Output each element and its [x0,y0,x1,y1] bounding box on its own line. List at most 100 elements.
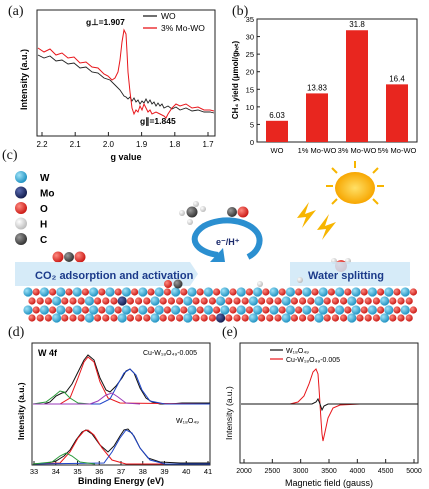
bar [266,120,288,142]
panel-d-title: W 4f [38,348,58,358]
legend-atom-label: W [40,173,50,184]
water-splitting-label: Water splitting [308,270,384,282]
panel-a-annot-gpar: g∥=1.845 [140,116,176,127]
bar-value-label: 13.83 [307,83,328,92]
panel-e-trace-w18o49 [241,397,418,412]
panel-b-ylabel: CH₄ yield (μmol/gₕₑₜ) [231,41,240,120]
panel-d-xtick-label: 35 [73,467,81,476]
panel-d-xtick-label: 34 [52,467,60,476]
panel-d-xtick-label: 33 [30,467,38,476]
panel-e-xtick-label: 2000 [236,468,252,475]
panel-e-ylabel: Intensity (a.u.) [224,386,234,440]
panel-d-xtick-label: 38 [139,467,147,476]
lightning-bolt-icon [297,202,316,228]
panel-b-ytick-label: 35 [246,15,254,24]
panel-e-xtick-label: 5000 [406,468,422,475]
process-arrow-banner [15,262,198,286]
bar [346,30,368,143]
panel-e-trace-cu-w18o49 [241,368,418,442]
xps-top-fit-red [33,356,211,405]
panel-b-ytick-label: 0 [250,138,254,147]
panel-label-c: (c) [2,148,18,163]
co2-adsorption-label: CO₂ adsorption and activation [35,270,194,282]
panel-a-ylabel: Intensity (a.u.) [19,49,29,110]
electron-proton-label: e⁻/H⁺ [216,237,240,247]
panel-b-ytick-label: 25 [246,50,254,59]
panel-b-ytick-label: 20 [246,68,254,77]
bar-category-label: WO [271,146,284,155]
electron-proton-cycle-arrow [191,217,263,262]
panel-a-legend-wo: WO [161,11,176,21]
panel-a-xtick-label: 2.0 [103,140,115,149]
bar-category-label: 1% Mo-WO [298,146,337,155]
xps-bottom-fit-green [32,452,96,465]
panel-label-d: (d) [8,325,25,340]
panel-a-trace-mo-wo [37,28,215,119]
panel-d-xtick-label: 39 [160,467,168,476]
bar [386,84,408,142]
panel-d-label-bottom: W₁₈O₄₉ [176,418,199,425]
legend-atom-label: H [40,220,47,231]
panel-e-xtick-label: 3500 [321,468,337,475]
panel-d-xlabel: Binding Energy (eV) [78,476,164,486]
panel-a-xtick-label: 2.2 [36,140,48,149]
panel-d-xtick-label: 40 [182,467,190,476]
legend-atom-c-icon [15,233,27,245]
panel-e-xtick-label: 2500 [265,468,281,475]
panel-b-ytick-label: 5 [250,120,254,129]
panel-b-ytick-label: 10 [246,103,254,112]
lightning-bolt-icon [317,214,336,240]
panel-a-xtick-label: 1.8 [169,140,181,149]
panel-b-ytick-label: 30 [246,33,254,42]
xps-top-fit-blue [33,368,210,405]
panel-label-b: (b) [232,4,249,19]
legend-atom-mo-icon [15,186,27,199]
bar-value-label: 31.8 [349,20,365,29]
legend-atom-h-icon [15,217,27,230]
bar [306,93,328,142]
legend-atom-o-icon [15,202,27,214]
xps-bottom-fit-blue [32,429,210,465]
panel-label-e: (e) [222,325,238,340]
co-molecule-icon [227,206,249,218]
sun-icon [326,161,384,205]
legend-atom-label: Mo [40,189,54,200]
panel-a-annot-gperp: g⊥=1.907 [86,17,125,27]
panel-a-trace-wo [37,54,215,114]
panel-d-xtick-label: 36 [95,467,103,476]
xps-top-fit-purple [33,392,141,405]
panel-e-xtick-label: 4500 [378,468,394,475]
panel-e-xtick-label: 3000 [293,468,309,475]
ch4-molecule-icon [179,201,206,225]
xps-top-fit-green [32,390,91,405]
bar-value-label: 6.03 [269,111,285,120]
panel-e-xlabel: Magnetic field (gauss) [285,478,373,488]
panel-a-xlabel: g value [110,152,141,162]
xps-bottom-fit-red [32,429,210,465]
panel-d-label-top: Cu-W₁₈O₄₉-0.005 [143,350,197,357]
panel-e-legend-cu-w18o49: Cu-W₁₈O₄₉-0.005 [286,357,340,364]
legend-atom-label: O [40,204,48,215]
panel-d-xtick-label: 41 [204,467,212,476]
panel-b-ytick-label: 15 [246,85,254,94]
panel-a-xtick-label: 1.9 [136,140,148,149]
panel-a-legend-mo-wo: 3% Mo-WO [161,23,205,33]
panel-d-xtick-label: 37 [117,467,125,476]
legend-atom-w-icon [15,171,27,183]
co2-molecule-icon [52,251,86,263]
panel-a-xtick-label: 2.1 [70,140,82,149]
panel-e-xtick-label: 4000 [350,468,366,475]
panel-label-a: (a) [8,4,24,19]
panel-d-ylabel: Intensity (a.u.) [16,382,26,440]
panel-a-xtick-label: 1.7 [202,140,214,149]
panel-e-legend-w18o49: W₁₈O₄₉ [286,348,309,355]
legend-atom-label: C [40,235,47,246]
catalyst-slab [23,277,417,323]
process-arrow-banner-right [290,262,410,286]
